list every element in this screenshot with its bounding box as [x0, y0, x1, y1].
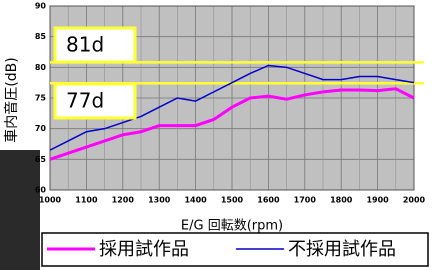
x-tick-label: 1600	[257, 196, 280, 205]
legend-label: 採用試作品	[99, 239, 189, 260]
y-tick-label: 85	[35, 32, 47, 41]
y-tick-label: 80	[35, 63, 47, 72]
body: {"chart_data": {"type": "line", "x": [10…	[0, 0, 433, 270]
chart: 車内音圧(dB) E/G 回転数(rpm) 60 65 70 75 80 85 90 1000…	[0, 0, 433, 270]
y-axis-label: 車内音圧(dB)	[3, 57, 20, 142]
y-tick-label: 75	[35, 94, 47, 103]
x-tick-label: 1700	[294, 196, 317, 205]
x-tick-label: 1400	[184, 196, 207, 205]
x-tick-label: 1900	[366, 196, 389, 205]
x-tick-label: 2000	[403, 196, 426, 205]
x-tick-label: 1000	[39, 196, 62, 205]
x-tick-label: 1200	[112, 196, 135, 205]
y-tick-label: 60	[35, 186, 47, 195]
photo-strip	[0, 150, 40, 270]
x-tick-label: 1300	[148, 196, 171, 205]
x-tick-label: 1800	[330, 196, 353, 205]
page: body { margin: 0; font-family: "DejaVu S…	[0, 0, 433, 270]
y-tick-label: 65	[35, 155, 47, 164]
x-tick-label: 1500	[221, 196, 244, 205]
y-tick-label: 70	[35, 124, 47, 133]
reference-label: 77d	[66, 89, 104, 113]
x-tick-label: 1100	[75, 196, 98, 205]
reference-label: 81d	[66, 33, 104, 57]
x-axis-label: E/G 回転数(rpm)	[181, 219, 283, 234]
y-tick-label: 90	[35, 2, 47, 11]
legend-label: 不採用試作品	[288, 239, 396, 260]
